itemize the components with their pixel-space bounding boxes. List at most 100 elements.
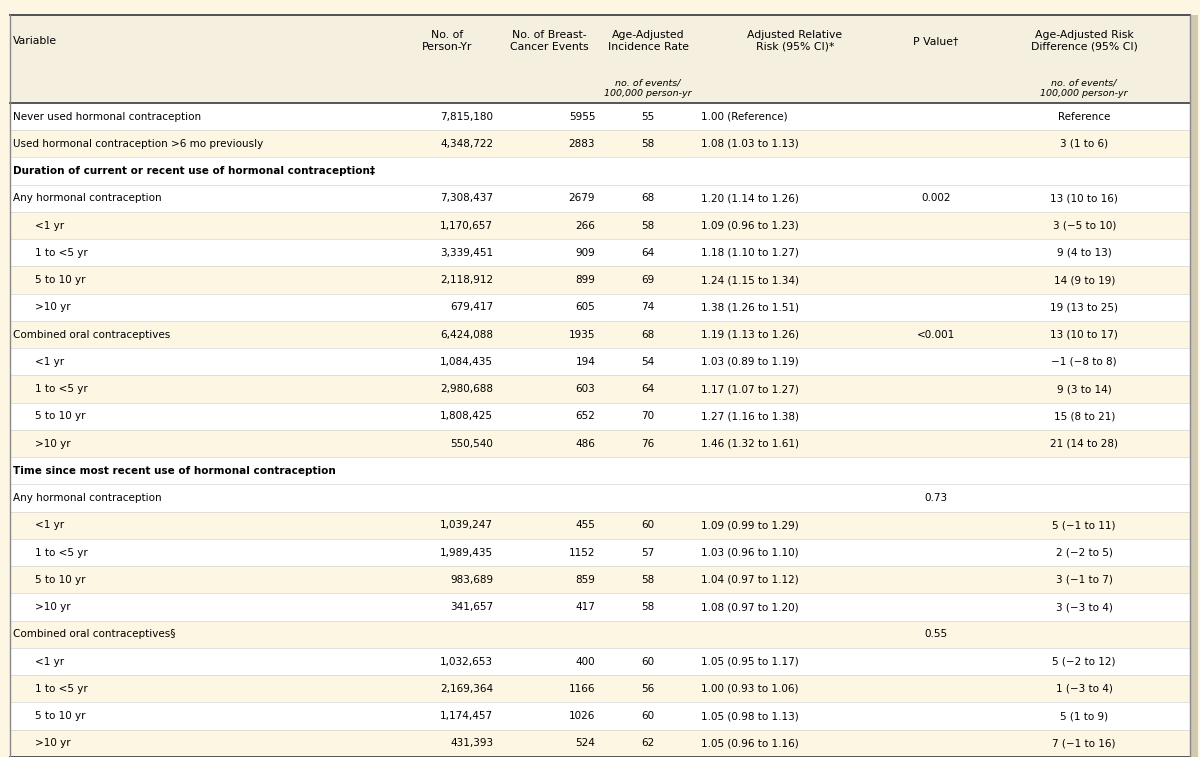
FancyBboxPatch shape — [10, 702, 1190, 730]
Text: 1 to <5 yr: 1 to <5 yr — [35, 547, 88, 558]
Text: 64: 64 — [641, 248, 655, 258]
Text: 1.17 (1.07 to 1.27): 1.17 (1.07 to 1.27) — [701, 384, 799, 394]
Text: 550,540: 550,540 — [450, 438, 493, 449]
Text: 58: 58 — [641, 220, 655, 231]
Text: 19 (13 to 25): 19 (13 to 25) — [1050, 302, 1118, 313]
FancyBboxPatch shape — [10, 348, 1190, 375]
FancyBboxPatch shape — [10, 648, 1190, 675]
Text: 5 (−2 to 12): 5 (−2 to 12) — [1052, 656, 1116, 667]
Text: 341,657: 341,657 — [450, 602, 493, 612]
Text: 1.27 (1.16 to 1.38): 1.27 (1.16 to 1.38) — [701, 411, 799, 422]
Text: 3 (−5 to 10): 3 (−5 to 10) — [1052, 220, 1116, 231]
Text: 60: 60 — [642, 711, 654, 721]
Text: >10 yr: >10 yr — [35, 438, 71, 449]
FancyBboxPatch shape — [10, 539, 1190, 566]
Text: 1.05 (0.96 to 1.16): 1.05 (0.96 to 1.16) — [701, 738, 798, 749]
Text: <1 yr: <1 yr — [35, 220, 64, 231]
Text: 1152: 1152 — [569, 547, 595, 558]
FancyBboxPatch shape — [10, 294, 1190, 321]
FancyBboxPatch shape — [10, 321, 1190, 348]
Text: 1026: 1026 — [569, 711, 595, 721]
Text: 1 to <5 yr: 1 to <5 yr — [35, 684, 88, 694]
Text: 15 (8 to 21): 15 (8 to 21) — [1054, 411, 1115, 422]
Text: Any hormonal contraception: Any hormonal contraception — [13, 193, 162, 204]
Text: 21 (14 to 28): 21 (14 to 28) — [1050, 438, 1118, 449]
Text: 54: 54 — [641, 357, 655, 367]
Text: >10 yr: >10 yr — [35, 738, 71, 749]
Text: <1 yr: <1 yr — [35, 520, 64, 531]
Text: no. of events/
100,000 person-yr: no. of events/ 100,000 person-yr — [605, 79, 691, 98]
Text: 3 (1 to 6): 3 (1 to 6) — [1060, 139, 1109, 149]
Text: 2679: 2679 — [569, 193, 595, 204]
Text: 5 to 10 yr: 5 to 10 yr — [35, 275, 85, 285]
Text: 5 to 10 yr: 5 to 10 yr — [35, 711, 85, 721]
Text: 431,393: 431,393 — [450, 738, 493, 749]
Text: 3 (−1 to 7): 3 (−1 to 7) — [1056, 575, 1112, 585]
FancyBboxPatch shape — [10, 730, 1190, 757]
Text: 909: 909 — [576, 248, 595, 258]
Text: Time since most recent use of hormonal contraception: Time since most recent use of hormonal c… — [13, 466, 336, 476]
Text: 1 (−3 to 4): 1 (−3 to 4) — [1056, 684, 1112, 694]
Text: 194: 194 — [575, 357, 595, 367]
Text: 9 (3 to 14): 9 (3 to 14) — [1057, 384, 1111, 394]
Text: 5955: 5955 — [569, 111, 595, 122]
Text: no. of events/
100,000 person-yr: no. of events/ 100,000 person-yr — [1040, 79, 1128, 98]
Text: 1.24 (1.15 to 1.34): 1.24 (1.15 to 1.34) — [701, 275, 799, 285]
Text: 1935: 1935 — [569, 329, 595, 340]
Text: 605: 605 — [576, 302, 595, 313]
Text: 1.46 (1.32 to 1.61): 1.46 (1.32 to 1.61) — [701, 438, 799, 449]
Text: Duration of current or recent use of hormonal contraception‡: Duration of current or recent use of hor… — [13, 166, 376, 176]
Text: No. of
Person-Yr: No. of Person-Yr — [422, 30, 472, 51]
Text: 68: 68 — [641, 193, 655, 204]
Text: 1.09 (0.99 to 1.29): 1.09 (0.99 to 1.29) — [701, 520, 798, 531]
Text: 7,308,437: 7,308,437 — [440, 193, 493, 204]
FancyBboxPatch shape — [10, 566, 1190, 593]
FancyBboxPatch shape — [10, 621, 1190, 648]
Text: 62: 62 — [641, 738, 655, 749]
Text: 13 (10 to 16): 13 (10 to 16) — [1050, 193, 1118, 204]
Text: 58: 58 — [641, 575, 655, 585]
Text: 0.55: 0.55 — [924, 629, 948, 640]
Text: Reference: Reference — [1058, 111, 1110, 122]
Text: 1.08 (1.03 to 1.13): 1.08 (1.03 to 1.13) — [701, 139, 798, 149]
Text: <0.001: <0.001 — [917, 329, 955, 340]
Text: 1.00 (0.93 to 1.06): 1.00 (0.93 to 1.06) — [701, 684, 798, 694]
FancyBboxPatch shape — [10, 512, 1190, 539]
FancyBboxPatch shape — [10, 403, 1190, 430]
Text: 14 (9 to 19): 14 (9 to 19) — [1054, 275, 1115, 285]
FancyBboxPatch shape — [10, 15, 1190, 757]
Text: Combined oral contraceptives§: Combined oral contraceptives§ — [13, 629, 175, 640]
Text: 70: 70 — [642, 411, 654, 422]
Text: 69: 69 — [641, 275, 655, 285]
Text: 2883: 2883 — [569, 139, 595, 149]
Text: Age-Adjusted Risk
Difference (95% CI): Age-Adjusted Risk Difference (95% CI) — [1031, 30, 1138, 51]
Text: 1.20 (1.14 to 1.26): 1.20 (1.14 to 1.26) — [701, 193, 799, 204]
Text: 1.18 (1.10 to 1.27): 1.18 (1.10 to 1.27) — [701, 248, 799, 258]
Text: 7 (−1 to 16): 7 (−1 to 16) — [1052, 738, 1116, 749]
Text: 1.09 (0.96 to 1.23): 1.09 (0.96 to 1.23) — [701, 220, 798, 231]
Text: 3 (−3 to 4): 3 (−3 to 4) — [1056, 602, 1112, 612]
FancyBboxPatch shape — [10, 239, 1190, 266]
FancyBboxPatch shape — [10, 430, 1190, 457]
Text: 652: 652 — [575, 411, 595, 422]
Text: −1 (−8 to 8): −1 (−8 to 8) — [1051, 357, 1117, 367]
Text: >10 yr: >10 yr — [35, 302, 71, 313]
Text: Age-Adjusted
Incidence Rate: Age-Adjusted Incidence Rate — [607, 30, 689, 51]
Text: 2,169,364: 2,169,364 — [440, 684, 493, 694]
Text: 1,170,657: 1,170,657 — [440, 220, 493, 231]
Text: 5 to 10 yr: 5 to 10 yr — [35, 411, 85, 422]
Text: 1.03 (0.89 to 1.19): 1.03 (0.89 to 1.19) — [701, 357, 798, 367]
Text: 1166: 1166 — [569, 684, 595, 694]
FancyBboxPatch shape — [10, 212, 1190, 239]
FancyBboxPatch shape — [10, 675, 1190, 702]
Text: 2 (−2 to 5): 2 (−2 to 5) — [1056, 547, 1112, 558]
Text: 74: 74 — [641, 302, 655, 313]
FancyBboxPatch shape — [10, 103, 1190, 130]
FancyBboxPatch shape — [10, 593, 1190, 621]
FancyBboxPatch shape — [10, 484, 1190, 512]
FancyBboxPatch shape — [10, 157, 1190, 185]
Text: Used hormonal contraception >6 mo previously: Used hormonal contraception >6 mo previo… — [13, 139, 264, 149]
Text: 1,032,653: 1,032,653 — [440, 656, 493, 667]
Text: 2,980,688: 2,980,688 — [440, 384, 493, 394]
Text: <1 yr: <1 yr — [35, 357, 64, 367]
